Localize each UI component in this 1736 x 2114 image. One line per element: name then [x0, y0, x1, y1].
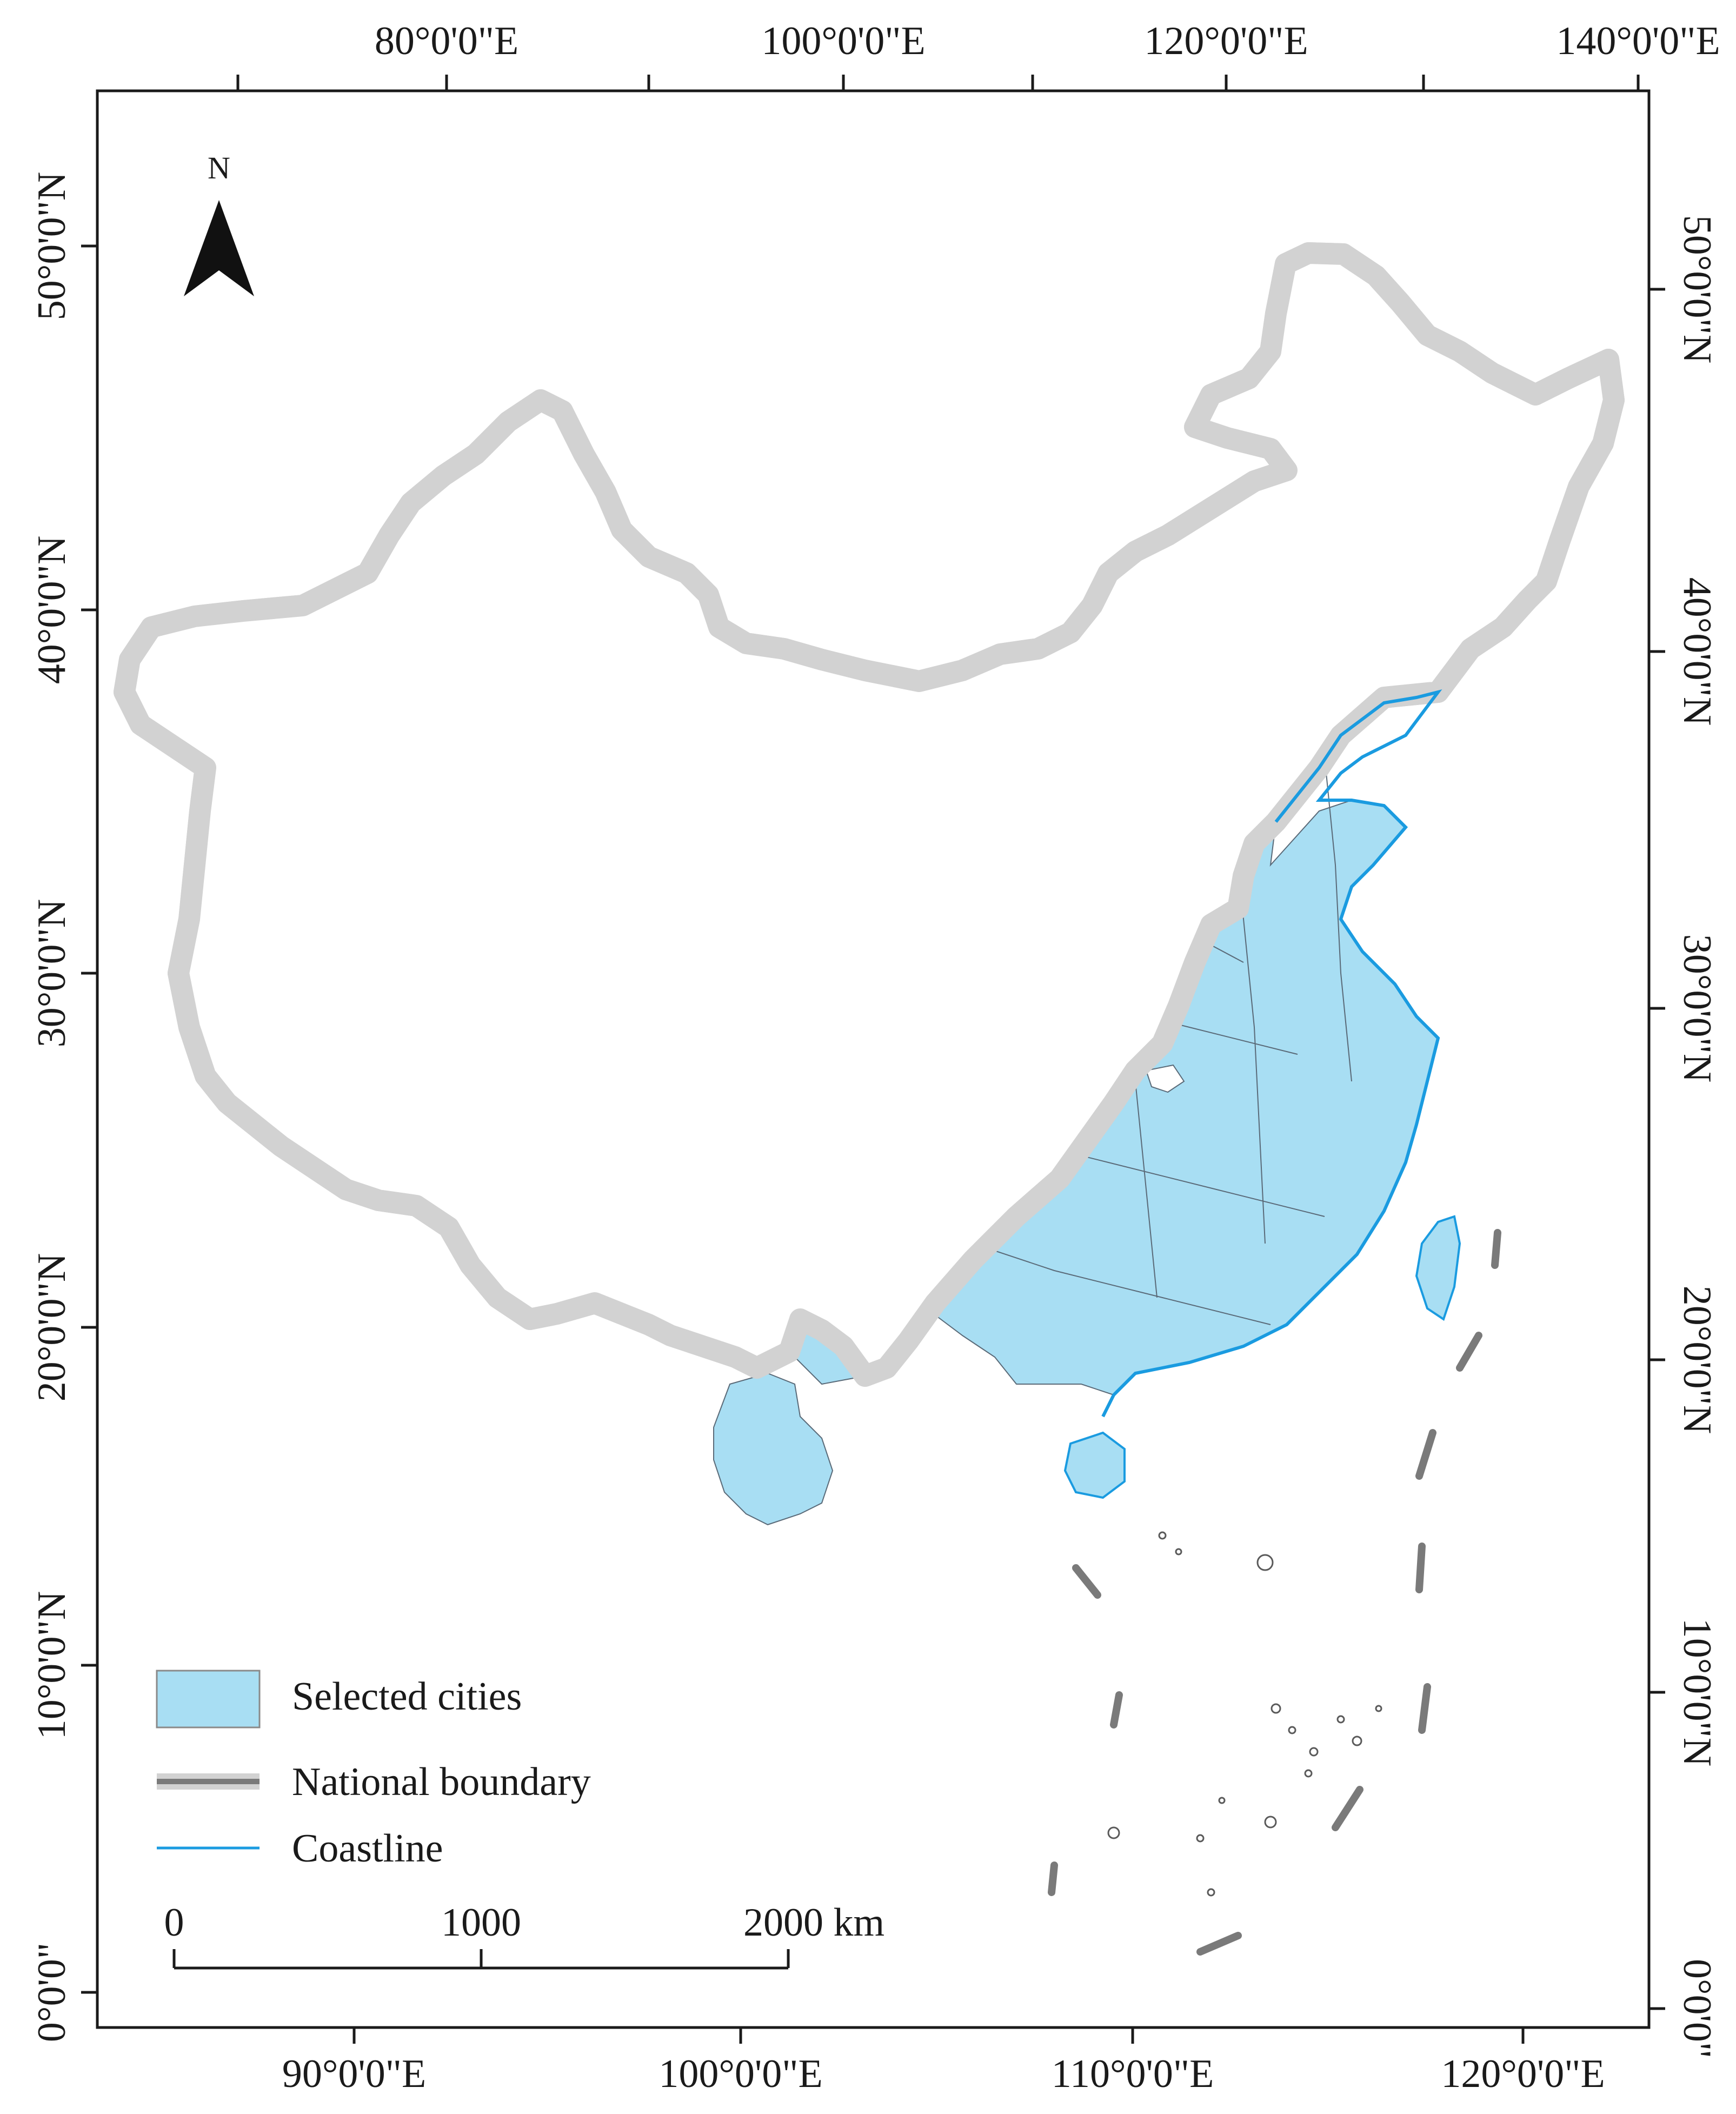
bottom-axis-label: 100°0'0"E — [659, 2052, 822, 2096]
map-frame — [96, 89, 1651, 2029]
left-ticks — [81, 244, 97, 1994]
legend-label-national-boundary: National boundary — [292, 1760, 591, 1804]
south-sea-islands — [1107, 1531, 1382, 1897]
right-axis-label: 10°0'0"N — [1675, 1618, 1719, 1767]
left-axis-label: 0°0'0" — [30, 1943, 74, 2042]
top-axis-label: 140°0'0"E — [1556, 19, 1720, 63]
right-axis-label: 20°0'0"N — [1675, 1286, 1719, 1434]
left-axis-label: 40°0'0"N — [30, 536, 74, 684]
right-ticks — [1649, 288, 1665, 2010]
scale-label-1000: 1000 — [441, 1900, 521, 1945]
scale-label-2000: 2000 km — [743, 1900, 884, 1945]
right-axis-label: 50°0'0"N — [1675, 215, 1719, 364]
dashed-maritime-line — [1048, 1229, 1501, 1956]
bottom-axis-label: 110°0'0"E — [1052, 2052, 1214, 2096]
legend-label-coastline: Coastline — [292, 1826, 443, 1871]
left-axis-label: 20°0'0"N — [30, 1253, 74, 1402]
legend-symbol-selected-cities — [156, 1670, 261, 1729]
top-ticks — [236, 75, 1640, 91]
left-axis-label: 30°0'0"N — [30, 899, 74, 1048]
top-axis-label: 80°0'0"E — [375, 19, 518, 63]
right-axis-label: 30°0'0"N — [1675, 934, 1719, 1083]
bottom-ticks — [352, 2027, 1525, 2044]
north-label: N — [208, 150, 230, 185]
top-axis-label: 120°0'0"E — [1144, 19, 1308, 63]
left-axis-label: 10°0'0"N — [30, 1591, 74, 1740]
right-axis-label: 40°0'0"N — [1675, 577, 1719, 726]
scale-bar — [172, 1949, 790, 1970]
coastline — [1101, 689, 1442, 1418]
scale-label-0: 0 — [164, 1900, 184, 1945]
bottom-axis-label: 120°0'0"E — [1441, 2052, 1605, 2096]
legend-label-selected-cities: Selected cities — [292, 1674, 522, 1719]
north-arrow-icon — [184, 200, 254, 296]
bottom-axis-label: 90°0'0"E — [282, 2052, 426, 2096]
right-axis-label: 0°0'0" — [1675, 1959, 1719, 2058]
left-axis-label: 50°0'0"N — [30, 172, 74, 321]
top-axis-label: 100°0'0"E — [761, 19, 925, 63]
